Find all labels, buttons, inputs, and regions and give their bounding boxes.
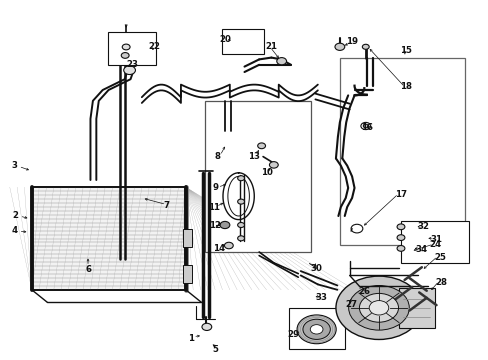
Bar	[400, 221, 468, 263]
Text: 8: 8	[214, 152, 220, 161]
Circle shape	[368, 301, 388, 315]
Circle shape	[363, 124, 367, 128]
Text: 31: 31	[429, 235, 441, 244]
Bar	[339, 58, 464, 245]
Text: 13: 13	[248, 152, 260, 161]
Circle shape	[396, 246, 404, 251]
Text: 3: 3	[12, 161, 18, 170]
Text: 4: 4	[12, 226, 18, 235]
Text: 14: 14	[213, 244, 224, 253]
Circle shape	[334, 43, 344, 50]
Text: 25: 25	[433, 253, 445, 262]
Circle shape	[360, 122, 370, 130]
Text: 2: 2	[13, 211, 19, 220]
Text: 26: 26	[358, 287, 369, 296]
Text: 15: 15	[399, 46, 411, 55]
Circle shape	[123, 66, 135, 75]
Circle shape	[396, 235, 404, 240]
Circle shape	[257, 143, 265, 149]
Circle shape	[224, 242, 233, 249]
Text: 11: 11	[208, 202, 220, 211]
Text: 19: 19	[346, 37, 357, 46]
Text: 20: 20	[219, 35, 230, 44]
Text: 27: 27	[345, 300, 356, 309]
Text: 28: 28	[435, 278, 447, 287]
Circle shape	[202, 323, 211, 330]
Text: 9: 9	[212, 183, 218, 192]
Text: 1: 1	[187, 334, 193, 343]
Text: 29: 29	[287, 330, 299, 339]
Circle shape	[296, 315, 336, 344]
Circle shape	[237, 199, 244, 204]
Circle shape	[359, 293, 398, 322]
Text: 7: 7	[163, 201, 169, 210]
Text: 6: 6	[85, 266, 91, 274]
Circle shape	[121, 53, 129, 58]
Circle shape	[335, 276, 421, 339]
Text: 33: 33	[315, 292, 327, 302]
Text: 22: 22	[148, 42, 160, 51]
Circle shape	[302, 319, 330, 339]
Bar	[222, 29, 264, 54]
Circle shape	[309, 325, 322, 334]
Bar	[183, 229, 192, 247]
Circle shape	[276, 58, 286, 65]
Circle shape	[237, 236, 244, 241]
Text: 12: 12	[209, 220, 221, 230]
Bar	[288, 308, 344, 349]
Bar	[398, 288, 434, 328]
Circle shape	[362, 44, 368, 49]
Text: 24: 24	[428, 240, 440, 249]
Circle shape	[237, 176, 244, 181]
Bar	[183, 265, 192, 283]
Text: 10: 10	[260, 168, 272, 177]
Text: 5: 5	[212, 345, 218, 354]
Text: 23: 23	[126, 60, 138, 69]
Text: 30: 30	[310, 264, 322, 273]
Text: 32: 32	[416, 222, 428, 231]
Circle shape	[220, 221, 229, 229]
Text: 34: 34	[415, 245, 427, 253]
Circle shape	[269, 162, 278, 168]
Bar	[107, 32, 156, 65]
Text: 17: 17	[394, 190, 406, 199]
Circle shape	[396, 224, 404, 230]
Circle shape	[237, 222, 244, 228]
Text: 21: 21	[265, 42, 277, 51]
Circle shape	[122, 44, 130, 50]
Circle shape	[348, 285, 408, 330]
Bar	[32, 187, 185, 290]
Text: 16: 16	[360, 123, 372, 132]
Text: 18: 18	[399, 82, 411, 91]
Bar	[205, 101, 310, 252]
Circle shape	[350, 224, 362, 233]
